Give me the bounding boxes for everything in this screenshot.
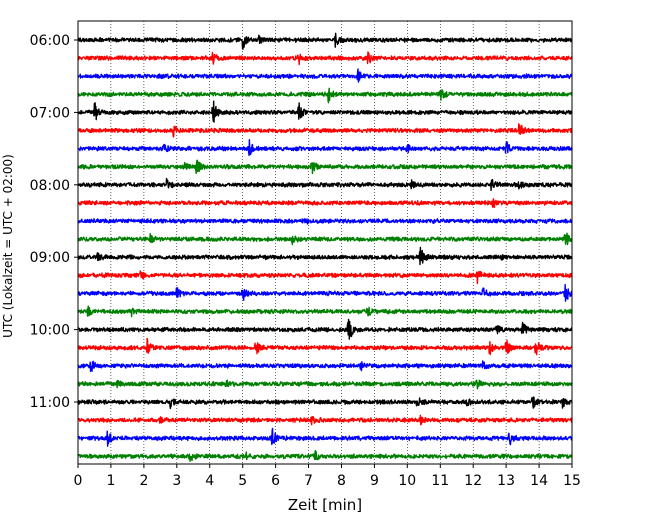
trace-line xyxy=(77,379,573,390)
trace-line xyxy=(77,159,573,175)
trace-line xyxy=(77,246,573,266)
x-tick-label: 13 xyxy=(497,473,515,489)
grid-lines xyxy=(110,21,540,464)
x-tick-label: 0 xyxy=(74,473,83,489)
plot-frame xyxy=(77,20,573,465)
y-tick-label: 11:00 xyxy=(30,395,70,411)
y-axis-label: UTC (Lokalzeit = UTC + 02:00) xyxy=(1,154,15,338)
y-tick-label: 07:00 xyxy=(30,105,70,121)
x-tick-label: 2 xyxy=(139,473,148,489)
trace-line xyxy=(77,414,573,426)
trace-line xyxy=(77,100,573,123)
y-tick-label: 08:00 xyxy=(30,178,70,194)
trace-line xyxy=(77,32,573,50)
trace-line xyxy=(77,318,573,340)
x-tick-label: 14 xyxy=(530,473,548,489)
trace-line xyxy=(77,198,573,208)
trace-line xyxy=(77,87,573,104)
trace-line xyxy=(77,427,573,447)
y-tick-label: 06:00 xyxy=(30,33,70,49)
y-axis-ticks: 06:00 07:00 08:00 09:00 10:00 11:00 xyxy=(30,33,78,411)
x-tick-label: 12 xyxy=(464,473,482,489)
x-tick-label: 15 xyxy=(563,473,581,489)
trace-series xyxy=(77,32,573,462)
trace-line xyxy=(77,177,573,191)
trace-line xyxy=(77,68,573,83)
x-tick-label: 4 xyxy=(205,473,214,489)
x-tick-label: 7 xyxy=(304,473,313,489)
trace-line xyxy=(77,139,573,157)
trace-line xyxy=(77,283,573,302)
y-tick-label: 10:00 xyxy=(30,323,70,339)
x-tick-label: 11 xyxy=(431,473,449,489)
x-tick-label: 5 xyxy=(238,473,247,489)
x-tick-label: 3 xyxy=(172,473,181,489)
x-tick-label: 9 xyxy=(370,473,379,489)
x-tick-label: 8 xyxy=(337,473,346,489)
trace-line xyxy=(77,305,573,318)
trace-line xyxy=(77,123,573,138)
trace-line xyxy=(77,51,573,66)
trace-line xyxy=(77,218,573,225)
x-axis-label: Zeit [min] xyxy=(288,496,362,514)
x-tick-label: 1 xyxy=(106,473,115,489)
x-tick-label: 10 xyxy=(398,473,416,489)
trace-line xyxy=(77,396,573,410)
x-tick-label: 6 xyxy=(271,473,280,489)
trace-line xyxy=(77,449,573,462)
x-axis-ticks: 0 1 2 3 4 5 6 7 8 9 10 11 12 13 14 15 xyxy=(74,464,581,489)
trace-line xyxy=(77,360,573,373)
y-tick-label: 09:00 xyxy=(30,250,70,266)
trace-line xyxy=(77,232,573,246)
trace-line xyxy=(77,337,573,356)
trace-line xyxy=(77,270,573,285)
